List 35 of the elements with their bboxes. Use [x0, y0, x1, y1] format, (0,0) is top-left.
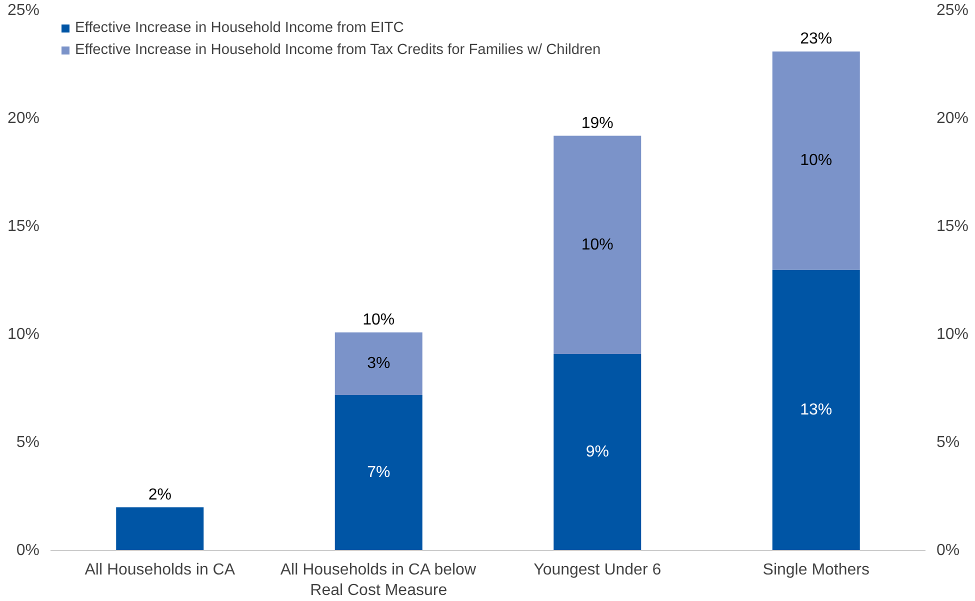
bar — [334, 394, 422, 550]
bar — [772, 52, 860, 270]
x-tick-label: All Households in CA — [84, 562, 236, 578]
x-tick-label: Single Mothers — [762, 562, 870, 578]
y2-tick-label: 0% — [936, 542, 960, 559]
data-label: 9% — [586, 444, 609, 461]
y2-tick-label: 20% — [936, 110, 969, 127]
x-tick-label: All Households in CA below Real Cost Measure — [280, 562, 476, 599]
total-label: 2% — [148, 486, 172, 504]
y-tick-label: 0% — [16, 542, 40, 559]
data-label: 7% — [367, 464, 390, 482]
bar — [116, 507, 204, 550]
bar — [334, 332, 422, 395]
data-label: 10% — [581, 236, 614, 254]
y-tick-label: 10% — [7, 326, 40, 343]
y-tick-label: 20% — [7, 110, 40, 127]
data-label: 10% — [800, 152, 832, 170]
legend-label: Effective Increase in Household Income from EITC — [75, 20, 404, 36]
y-tick-label: 15% — [7, 218, 40, 235]
y-tick-label: 25% — [7, 2, 40, 19]
bar — [554, 354, 642, 550]
x-tick-label: Youngest Under 6 — [534, 562, 662, 578]
y-tick-label: 5% — [16, 434, 40, 451]
y2-tick-label: 10% — [936, 326, 969, 343]
bar — [772, 270, 860, 550]
data-label: 13% — [800, 402, 832, 419]
data-label: 3% — [367, 355, 390, 372]
y2-tick-label: 5% — [936, 434, 960, 451]
y2-tick-label: 15% — [936, 218, 969, 235]
bar — [554, 136, 642, 354]
legend-label: Effective Increase in Household Income from Tax Credits for Families w/ Children — [75, 42, 601, 58]
total-label: 23% — [800, 30, 832, 48]
total-label: 10% — [362, 311, 395, 328]
y2-tick-label: 25% — [936, 2, 969, 19]
total-label: 19% — [581, 114, 614, 132]
